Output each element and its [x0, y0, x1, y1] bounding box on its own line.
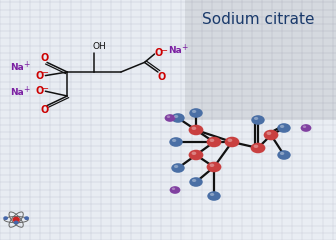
Text: OH: OH: [92, 42, 106, 51]
Circle shape: [174, 165, 178, 168]
Circle shape: [210, 193, 214, 196]
Circle shape: [301, 124, 311, 132]
Text: Na: Na: [10, 63, 24, 72]
Text: Sodium citrate: Sodium citrate: [203, 12, 315, 27]
Circle shape: [264, 130, 279, 140]
Text: +: +: [181, 43, 187, 53]
Text: Na: Na: [168, 46, 182, 55]
Text: −: −: [41, 84, 48, 93]
Circle shape: [207, 137, 221, 147]
Text: +: +: [23, 60, 29, 69]
Circle shape: [171, 113, 185, 123]
Circle shape: [251, 143, 265, 153]
Circle shape: [192, 152, 196, 155]
Circle shape: [171, 163, 185, 173]
Circle shape: [14, 221, 18, 224]
Circle shape: [13, 217, 19, 222]
Circle shape: [192, 110, 196, 113]
Text: −: −: [160, 46, 167, 55]
Circle shape: [188, 125, 203, 135]
Circle shape: [169, 137, 183, 147]
Circle shape: [170, 186, 180, 194]
Circle shape: [227, 139, 232, 142]
Text: O: O: [155, 48, 163, 58]
Circle shape: [210, 139, 214, 142]
Circle shape: [210, 164, 214, 167]
Circle shape: [266, 132, 271, 135]
Text: O: O: [40, 105, 48, 115]
Circle shape: [189, 177, 203, 187]
Circle shape: [207, 191, 221, 201]
Circle shape: [4, 217, 7, 219]
Circle shape: [192, 179, 196, 182]
Circle shape: [174, 115, 178, 118]
Text: +: +: [23, 85, 29, 95]
Circle shape: [189, 108, 203, 118]
Circle shape: [207, 162, 221, 172]
Circle shape: [167, 115, 170, 118]
Circle shape: [303, 126, 306, 128]
Circle shape: [224, 137, 239, 147]
Text: O: O: [35, 86, 43, 96]
Circle shape: [277, 150, 291, 160]
Circle shape: [280, 125, 284, 128]
Circle shape: [280, 152, 284, 155]
Circle shape: [251, 115, 265, 125]
Circle shape: [188, 150, 203, 160]
Text: O: O: [35, 71, 43, 81]
Circle shape: [254, 145, 258, 148]
Circle shape: [25, 217, 28, 219]
Circle shape: [172, 139, 176, 142]
Circle shape: [172, 187, 175, 190]
Circle shape: [254, 117, 258, 120]
Circle shape: [165, 114, 175, 122]
Text: Na: Na: [10, 88, 24, 97]
Text: O: O: [40, 53, 48, 63]
Text: O: O: [157, 72, 165, 82]
Circle shape: [277, 123, 291, 133]
Circle shape: [192, 127, 196, 130]
Text: −: −: [41, 68, 48, 77]
